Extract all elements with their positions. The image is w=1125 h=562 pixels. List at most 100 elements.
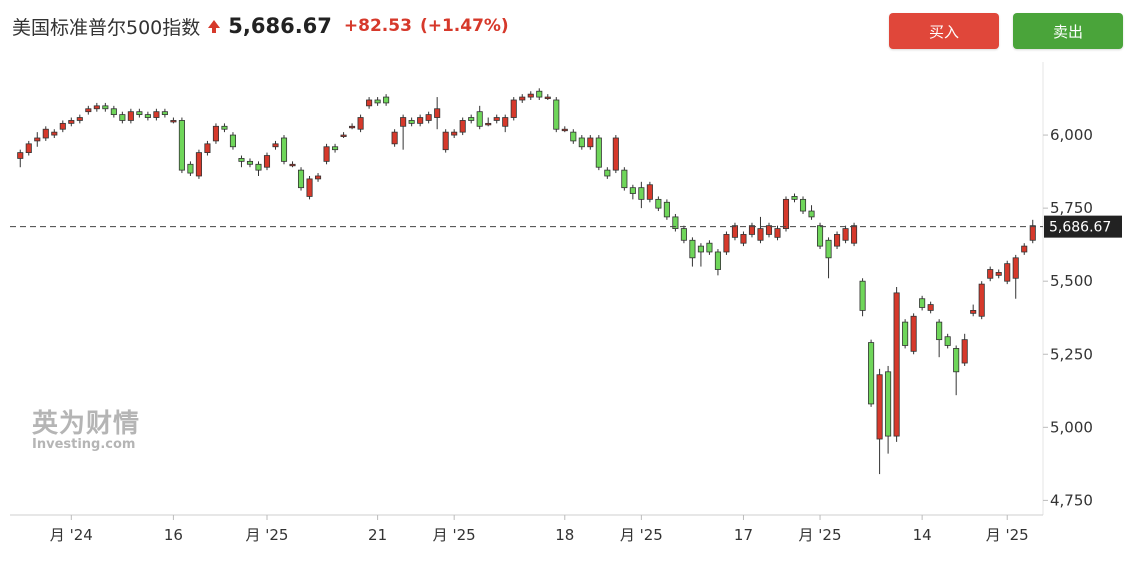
candle-body xyxy=(246,160,254,165)
x-tick-label: 16 xyxy=(164,526,183,544)
candle-body xyxy=(510,99,517,118)
candle-body xyxy=(527,93,534,98)
buy-button[interactable]: 买入 xyxy=(889,13,999,49)
x-tick-label: 月 '25 xyxy=(799,526,842,544)
candle-body xyxy=(689,239,696,259)
watermark-en: Investing.com xyxy=(32,437,136,452)
quote-header: 美国标准普尔500指数 5,686.67 +82.53 (+1.47%) xyxy=(12,10,509,42)
candle-body xyxy=(391,131,398,145)
candle-body xyxy=(612,137,619,171)
candle-body xyxy=(825,239,832,259)
candle-body xyxy=(238,158,245,162)
candle-body xyxy=(919,298,926,308)
candle-body xyxy=(961,339,968,364)
candle-body xyxy=(1012,257,1019,279)
candle-body xyxy=(765,225,773,235)
x-tick-label: 月 '25 xyxy=(620,526,663,544)
candle-body xyxy=(119,114,126,121)
candle-body xyxy=(799,198,807,212)
candle-body xyxy=(476,111,483,127)
y-tick-label: 5,750 xyxy=(1050,199,1093,217)
candle-body xyxy=(655,198,662,209)
candle-body xyxy=(315,175,322,180)
candle-body xyxy=(808,210,815,218)
candle-body xyxy=(774,228,781,238)
candle-body xyxy=(289,163,296,167)
candle-body xyxy=(629,187,636,194)
candle-body xyxy=(110,108,117,116)
candle-body xyxy=(502,117,509,127)
last-price: 5,686.67 xyxy=(228,14,332,38)
candle-body xyxy=(280,137,288,162)
candle-body xyxy=(595,137,602,168)
candle-body xyxy=(161,111,168,116)
candle-body xyxy=(255,163,262,171)
candle-body xyxy=(978,283,985,317)
candle-body xyxy=(459,120,466,133)
x-tick-label: 月 '25 xyxy=(246,526,289,544)
candle-body xyxy=(791,196,798,200)
candle-body xyxy=(434,108,441,118)
price-change-percent: (+1.47%) xyxy=(419,16,509,36)
candle-body xyxy=(646,184,653,200)
candle-body xyxy=(178,120,185,171)
candle-body xyxy=(638,187,645,200)
candle-body xyxy=(425,114,432,121)
x-tick-label: 月 '24 xyxy=(50,526,93,544)
candle-body xyxy=(170,120,177,123)
candle-body xyxy=(400,117,407,127)
candle-body xyxy=(697,245,704,253)
candle-body xyxy=(366,99,373,107)
candle-body xyxy=(1021,245,1028,253)
sell-button[interactable]: 卖出 xyxy=(1013,13,1123,49)
candle-body xyxy=(349,125,356,129)
candle-body xyxy=(1004,263,1011,282)
candle-body xyxy=(953,348,960,373)
candle-body xyxy=(68,120,75,124)
candle-body xyxy=(944,336,951,346)
candle-body xyxy=(85,108,92,113)
candle-body xyxy=(757,228,764,241)
candle-body xyxy=(723,234,730,253)
x-tick-label: 月 '25 xyxy=(986,526,1029,544)
candle-body xyxy=(204,143,211,154)
candle-body xyxy=(876,374,883,440)
current-price-tag xyxy=(1044,215,1122,238)
candle-body xyxy=(987,269,994,279)
candle-body xyxy=(34,137,41,142)
x-tick-label: 月 '25 xyxy=(433,526,476,544)
candle-body xyxy=(851,225,858,244)
x-tick-label: 14 xyxy=(913,526,932,544)
candle-body xyxy=(187,163,194,174)
candle-body xyxy=(42,128,49,139)
candle-body xyxy=(553,99,560,130)
candle-body xyxy=(995,272,1002,276)
candle-body xyxy=(442,131,449,151)
candle-body xyxy=(272,143,279,148)
candle-body xyxy=(740,234,747,244)
candle-body xyxy=(25,143,32,154)
y-tick-label: 6,000 xyxy=(1050,126,1093,144)
candle-body xyxy=(570,131,577,142)
y-tick-label: 5,250 xyxy=(1050,345,1093,363)
candle-body xyxy=(195,152,202,177)
candle-body xyxy=(485,122,492,126)
candle-body xyxy=(604,169,611,177)
candle-body xyxy=(1029,225,1036,241)
x-tick-label: 21 xyxy=(368,526,387,544)
candle-body xyxy=(714,251,721,270)
y-tick-label: 5,000 xyxy=(1050,418,1093,436)
y-tick-label: 5,500 xyxy=(1050,272,1093,290)
candle-body xyxy=(902,321,909,346)
candle-body xyxy=(859,280,866,311)
candle-body xyxy=(51,131,58,136)
arrow-up-icon xyxy=(208,20,221,33)
candle-body xyxy=(144,114,151,118)
candle-body xyxy=(340,134,347,137)
candle-body xyxy=(417,117,424,124)
candle-body xyxy=(868,342,875,405)
candle-body xyxy=(893,292,900,437)
candle-body xyxy=(451,131,458,136)
candle-body xyxy=(536,90,543,98)
